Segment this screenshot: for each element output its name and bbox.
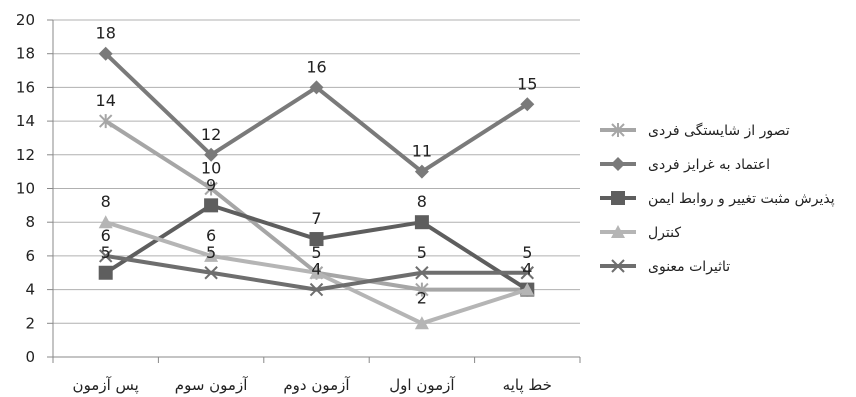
point-triangle — [204, 248, 219, 262]
point-x — [415, 266, 429, 280]
x-stroke — [611, 259, 625, 273]
x-tick-label: پس آزمون — [73, 376, 139, 395]
data-label: 5 — [101, 243, 111, 262]
legend-label: پذیرش مثبت تغییر و روابط ایمن — [648, 191, 835, 207]
point-x — [309, 282, 324, 297]
legend-entry-5: تاثیرات معنوی — [600, 259, 730, 275]
legend-label: تصور از شایستگی فردی — [648, 122, 790, 139]
data-label: 6 — [206, 226, 216, 245]
data-label: 5 — [311, 243, 321, 262]
data-label: 12 — [201, 125, 221, 144]
legend-label: تاثیرات معنوی — [648, 259, 730, 275]
point-diamond — [414, 164, 429, 179]
x-stroke — [98, 249, 113, 263]
series-layer — [98, 46, 535, 330]
data-label: 5 — [206, 243, 216, 262]
point-diamond — [98, 46, 113, 61]
point-triangle — [309, 265, 324, 279]
point-triangle — [414, 316, 429, 330]
point-diamond — [520, 97, 535, 112]
gridlines — [53, 19, 580, 324]
point-asterisk — [204, 181, 218, 196]
data-label: 8 — [101, 192, 111, 211]
legend-label: اعتماد به غرایز فردی — [648, 157, 770, 173]
x-tick-label: آزمون دوم — [283, 376, 350, 394]
data-label: 6 — [101, 226, 111, 245]
point-asterisk — [611, 123, 625, 137]
point-triangle — [98, 215, 113, 229]
data-label: 5 — [417, 243, 427, 262]
point-x — [520, 266, 535, 280]
point-asterisk — [415, 282, 429, 297]
data-label: 14 — [96, 91, 116, 110]
y-tick-label: 10 — [16, 180, 35, 198]
y-tick-label: 4 — [25, 281, 35, 299]
x-stroke — [520, 266, 535, 280]
legend: تصور از شایستگی فردی اعتماد به غرایز فردی… — [600, 122, 835, 275]
point-triangle — [520, 282, 535, 296]
point-square — [309, 232, 324, 247]
point-diamond — [309, 80, 324, 95]
y-tick-label: 2 — [25, 314, 35, 332]
y-tick-label: 6 — [25, 247, 35, 265]
y-tick-label: 12 — [16, 146, 35, 164]
point-triangle — [611, 225, 625, 238]
legend-entry-3: پذیرش مثبت تغییر و روابط ایمن — [600, 191, 835, 207]
data-label: 11 — [412, 142, 432, 161]
legend-entry-4: کنترل — [600, 225, 681, 241]
data-label: 9 — [206, 175, 216, 194]
data-label: 4 — [311, 260, 321, 279]
point-x — [611, 259, 625, 273]
series-4 — [98, 215, 535, 330]
x-tick-label: خط پایه — [503, 376, 552, 395]
x-stroke — [415, 266, 429, 280]
data-label: 10 — [201, 159, 221, 178]
series-2 — [98, 46, 535, 179]
data-label: 16 — [306, 57, 326, 76]
point-square — [611, 191, 625, 205]
point-asterisk — [98, 114, 113, 129]
y-tick-label: 8 — [25, 213, 35, 231]
legend-entry-1: تصور از شایستگی فردی — [600, 122, 790, 139]
y-tick-label: 20 — [16, 11, 35, 29]
point-diamond — [611, 157, 625, 171]
series-5 — [98, 249, 535, 297]
data-label: 18 — [96, 24, 116, 43]
point-x — [98, 249, 113, 263]
point-diamond — [204, 147, 219, 162]
x-stroke — [204, 266, 218, 280]
x-tick-label: آزمون سوم — [175, 376, 248, 394]
data-label: 5 — [522, 243, 532, 262]
axes: 0 2 4 6 8 10 12 14 16 18 20 پس آزمون آزمون سوم آزمون … — [16, 11, 581, 395]
point-x — [204, 266, 218, 280]
y-tick-label: 14 — [16, 112, 35, 130]
point-square — [204, 198, 219, 213]
data-label: 2 — [417, 288, 427, 307]
data-label: 15 — [517, 74, 537, 93]
y-tick-label: 16 — [16, 78, 35, 96]
point-square — [414, 215, 429, 230]
y-tick-label: 0 — [25, 348, 35, 366]
legend-entry-2: اعتماد به غرایز فردی — [600, 157, 770, 173]
x-stroke — [309, 282, 324, 297]
point-square — [98, 265, 113, 280]
data-label: 8 — [417, 192, 427, 211]
legend-label: کنترل — [648, 225, 681, 241]
data-label: 7 — [311, 209, 321, 228]
y-tick-label: 18 — [16, 45, 35, 63]
data-label: 4 — [522, 260, 532, 279]
x-tick-label: آزمون اول — [389, 376, 455, 394]
